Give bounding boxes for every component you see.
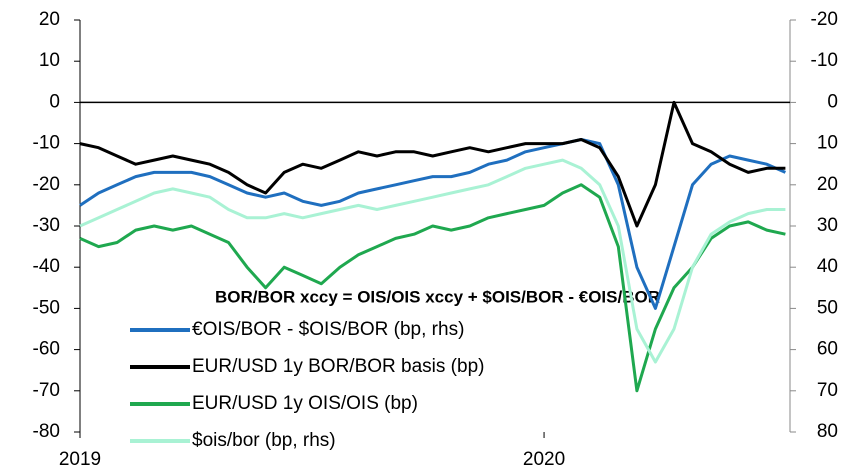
legend-label: $ois/bor (bp, rhs) bbox=[192, 430, 336, 451]
y-tick-label: -20 bbox=[33, 174, 60, 195]
legend-label: €OIS/BOR - $OIS/BOR (bp, rhs) bbox=[192, 319, 464, 340]
y2-tick-label: 0 bbox=[827, 91, 838, 112]
y2-tick-label: 40 bbox=[817, 256, 838, 277]
legend-label: EUR/USD 1y BOR/BOR basis (bp) bbox=[192, 356, 484, 377]
y-tick-label: -50 bbox=[33, 297, 60, 318]
y2-tick-label: 70 bbox=[817, 380, 838, 401]
series-line bbox=[79, 138, 787, 310]
y-tick-label: 0 bbox=[49, 91, 60, 112]
y-tick-label: -70 bbox=[33, 380, 60, 401]
legend-label: EUR/USD 1y OIS/OIS (bp) bbox=[192, 393, 418, 414]
y-tick-label: 20 bbox=[39, 9, 60, 30]
series-line bbox=[79, 100, 786, 228]
y2-tick-label: 20 bbox=[817, 174, 838, 195]
series-line bbox=[79, 158, 786, 364]
x-tick-label: 2019 bbox=[59, 449, 101, 470]
y2-tick-label: -20 bbox=[811, 9, 838, 30]
y2-tick-label: 30 bbox=[817, 215, 838, 236]
y-tick-label: 10 bbox=[39, 50, 60, 71]
y-tick-label: -10 bbox=[33, 133, 60, 154]
y-tick-label: -80 bbox=[33, 421, 60, 442]
y2-tick-label: 60 bbox=[817, 339, 838, 360]
y2-tick-label: -10 bbox=[811, 50, 838, 71]
y2-tick-label: 10 bbox=[817, 133, 838, 154]
y2-tick-label: 80 bbox=[817, 421, 838, 442]
annotation: BOR/BOR xccy = OIS/OIS xccy + $OIS/BOR -… bbox=[215, 287, 660, 306]
y-tick-label: -30 bbox=[33, 215, 60, 236]
y-tick-label: -40 bbox=[33, 256, 60, 277]
y2-tick-label: 50 bbox=[817, 297, 838, 318]
x-tick-label: 2020 bbox=[523, 449, 565, 470]
series-line bbox=[79, 183, 786, 393]
y-tick-label: -60 bbox=[33, 339, 60, 360]
